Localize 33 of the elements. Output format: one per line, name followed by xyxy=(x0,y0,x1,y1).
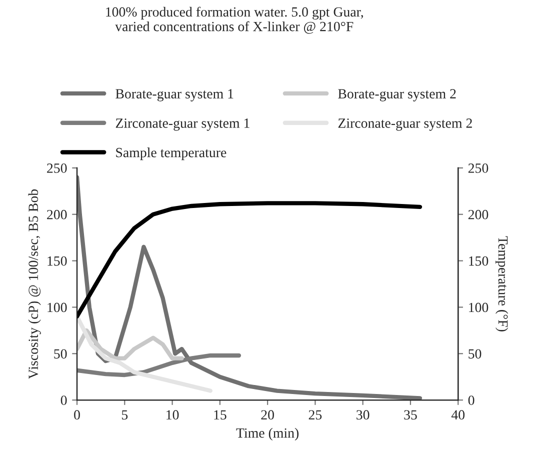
y2-tick-label: 50 xyxy=(468,349,482,359)
x-tick-label: 10 xyxy=(166,410,179,420)
legend-label: Borate-guar system 1 xyxy=(116,89,234,102)
y2-axis-title: Temperature (°F) xyxy=(496,236,508,332)
y-tick-label: 0 xyxy=(60,396,67,406)
y-tick-label: 200 xyxy=(47,210,67,220)
legend-label: Zirconate-guar system 2 xyxy=(338,118,472,131)
x-tick-label: 25 xyxy=(308,410,322,420)
x-tick-label: 0 xyxy=(74,410,80,420)
x-tick-label: 5 xyxy=(122,410,128,420)
line-series xyxy=(77,314,212,393)
y2-tick-label: 100 xyxy=(469,302,488,312)
y-tick-label: 150 xyxy=(48,256,67,266)
x-tick-label: 30 xyxy=(356,410,370,420)
y-tick-label: 100 xyxy=(48,302,67,312)
line-series xyxy=(77,328,184,360)
y2-tick-label: 0 xyxy=(468,396,474,406)
line-series xyxy=(77,201,422,319)
y-tick-label: 50 xyxy=(54,349,67,359)
chart-title: 100% produced formation water. 5.0 gpt Guar, varied concentrations of X-linker @ 210°F xyxy=(106,6,363,34)
y2-tick-label: 200 xyxy=(468,210,488,220)
x-axis-title: Time (min) xyxy=(236,428,299,441)
x-tick-label: 35 xyxy=(404,410,417,420)
x-tick-label: 40 xyxy=(451,410,465,420)
y-axis-title: Viscosity (cP) @ 100/sec, B5 Bob xyxy=(28,189,41,379)
y2-tick-label: 150 xyxy=(469,256,488,266)
legend-label: Borate-guar system 2 xyxy=(338,89,456,102)
x-tick-label: 20 xyxy=(261,410,274,420)
y2-tick-label: 250 xyxy=(468,164,488,173)
x-tick-label: 15 xyxy=(214,410,226,420)
legend-label: Zirconate-guar system 1 xyxy=(116,118,250,131)
legend-label: Sample temperature xyxy=(116,147,226,160)
y-tick-label: 250 xyxy=(47,164,67,173)
